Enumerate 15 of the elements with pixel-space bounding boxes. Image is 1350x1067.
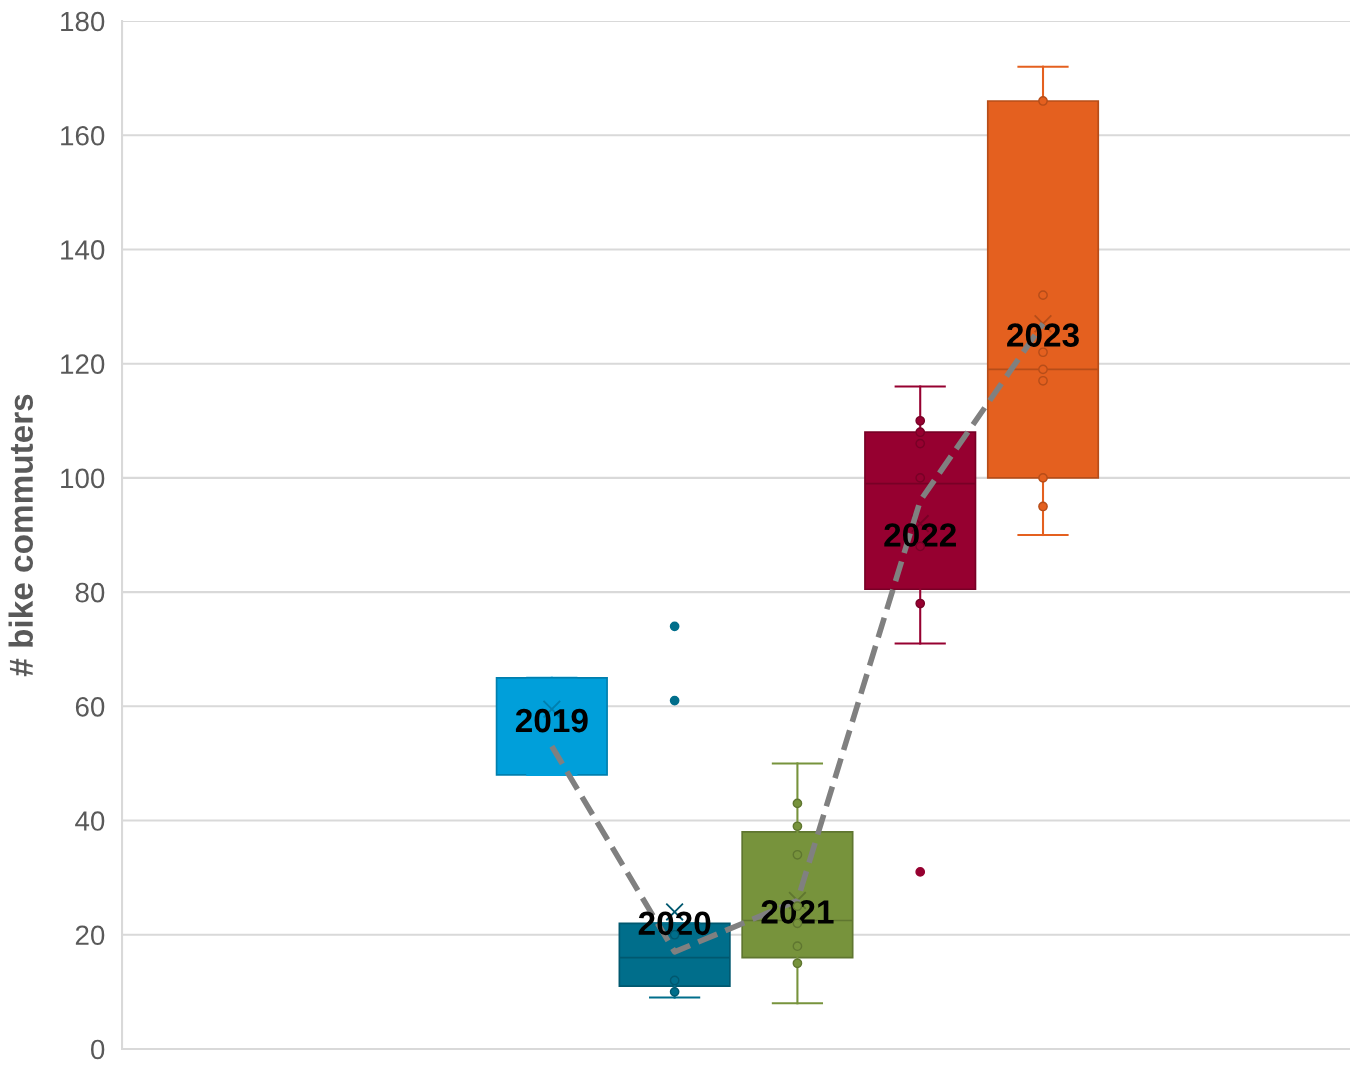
y-tick-label: 160 xyxy=(61,125,105,146)
y-tick-label: 60 xyxy=(75,696,105,717)
annotation: 2019 xyxy=(515,708,588,733)
annotation: 2021 xyxy=(761,900,834,924)
annotation: 2023 xyxy=(1007,323,1079,347)
y-tick-label: 180 xyxy=(61,11,105,32)
y-tick-label: 80 xyxy=(75,582,105,603)
y-tick-label: 0 xyxy=(91,1039,105,1060)
y-tick-label: 120 xyxy=(61,354,105,375)
y-axis-title: # bike commuters xyxy=(8,394,33,677)
y-tick-label: 100 xyxy=(61,468,105,489)
y-tick-label: 140 xyxy=(61,240,105,260)
y-tick-label: 20 xyxy=(75,925,105,946)
annotation: 2022 xyxy=(884,523,956,547)
y-tick-label: 40 xyxy=(75,811,105,831)
